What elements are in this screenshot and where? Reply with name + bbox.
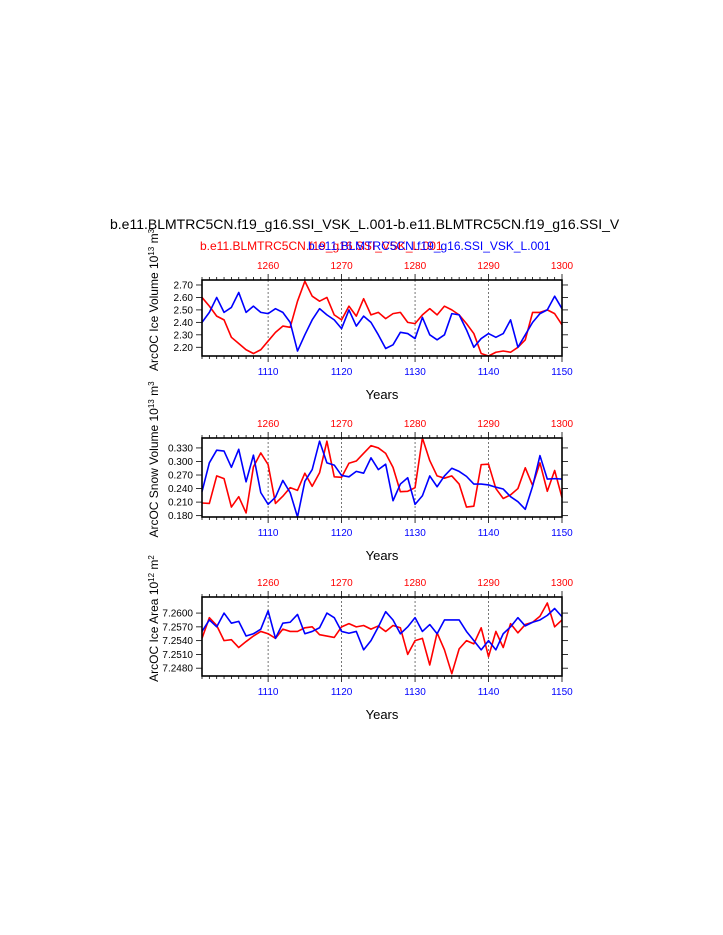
panel1-y-tick-label: 2.40 xyxy=(174,318,194,329)
panel3-y-tick-label: 7.2540 xyxy=(162,636,193,647)
panel2-y-tick-label: 0.240 xyxy=(168,484,193,495)
panel1-y-tick-label: 2.70 xyxy=(174,280,194,291)
panel1-bottom-tick-label: 1110 xyxy=(258,367,279,378)
panel3-bottom-tick-label: 1120 xyxy=(331,687,353,698)
panel1-y-tick-label: 2.60 xyxy=(174,293,194,304)
panel3-y-axis-label: ArcOC Ice Area 1012 m2 xyxy=(147,555,161,682)
panel3-top-tick-label: 1280 xyxy=(404,578,427,589)
panel1-frame xyxy=(201,279,563,357)
panel3-frame xyxy=(201,596,563,677)
panel2-frame xyxy=(201,437,563,518)
panel2-top-tick-label: 1290 xyxy=(477,419,500,430)
panel3-series-blue-line xyxy=(201,607,563,651)
panel2-y-tick-label: 0.330 xyxy=(168,443,193,454)
panel3-top-tick-label: 1290 xyxy=(477,578,500,589)
panel2-top-tick-label: 1300 xyxy=(551,419,574,430)
panel1-y-tick-label: 2.30 xyxy=(174,330,194,341)
panel1-bottom-tick-label: 1140 xyxy=(478,367,500,378)
panel1-series-red-line xyxy=(201,280,563,357)
panel3-series-red-line xyxy=(201,602,563,675)
panel3-y-tick-label: 7.2510 xyxy=(162,650,193,661)
panel3-top-tick-label: 1270 xyxy=(330,578,353,589)
panel3-y-tick-label: 7.2600 xyxy=(162,609,193,620)
panel3-bottom-tick-label: 1150 xyxy=(551,687,573,698)
panel2-series-blue-line xyxy=(201,440,563,518)
panel2-bottom-tick-label: 1110 xyxy=(258,528,279,539)
panel2-y-tick-label: 0.300 xyxy=(168,457,193,468)
panel2-top-tick-label: 1270 xyxy=(330,419,353,430)
panel1-bottom-tick-label: 1150 xyxy=(551,367,573,378)
chart-subtitle-red: b.e11.BLMTRC5CN.f19_g16.SSI_VSK_L.001 xyxy=(200,239,443,253)
panel2-bottom-tick-label: 1120 xyxy=(331,528,353,539)
panel1-top-tick-label: 1260 xyxy=(257,261,280,272)
panel1-top-tick-label: 1290 xyxy=(477,261,500,272)
panel2-series-red-line xyxy=(201,437,563,514)
panel2-bottom-tick-label: 1150 xyxy=(551,528,573,539)
panel1-top-tick-label: 1270 xyxy=(330,261,353,272)
panel2-bottom-tick-label: 1130 xyxy=(404,528,426,539)
chart-subtitle-blue: b.e11.BLMTRC5CN.f19_g16.SSI_VSK_L.001 xyxy=(308,239,551,253)
panel3-bottom-tick-label: 1110 xyxy=(258,687,279,698)
panel2-y-tick-label: 0.270 xyxy=(168,471,193,482)
panel1-x-axis-label: Years xyxy=(366,387,399,402)
panel2-y-tick-label: 0.180 xyxy=(168,511,193,522)
panel2-bottom-tick-label: 1140 xyxy=(478,528,500,539)
panel1-bottom-tick-label: 1120 xyxy=(331,367,353,378)
panel1-y-axis-label: ArcOC Ice Volume 1013 m3 xyxy=(147,228,161,371)
panel3-top-tick-label: 1300 xyxy=(551,578,574,589)
panel1-series-blue-line xyxy=(201,291,563,352)
panel2-y-tick-label: 0.210 xyxy=(168,498,193,509)
panel1-y-tick-label: 2.20 xyxy=(174,343,194,354)
panel3-top-tick-label: 1260 xyxy=(257,578,280,589)
panel2-y-axis-label: ArcOC Snow Volume 1013 m3 xyxy=(147,381,161,538)
panel3-y-tick-label: 7.2480 xyxy=(162,664,193,675)
panel3-bottom-tick-label: 1140 xyxy=(478,687,500,698)
panel3-y-tick-label: 7.2570 xyxy=(162,622,193,633)
panel3-x-axis-label: Years xyxy=(366,707,399,722)
panel3-bottom-tick-label: 1130 xyxy=(404,687,426,698)
panel1-top-tick-label: 1280 xyxy=(404,261,427,272)
chart-title: b.e11.BLMTRC5CN.f19_g16.SSI_VSK_L.001-b.… xyxy=(110,216,620,232)
panel1-y-tick-label: 2.50 xyxy=(174,305,194,316)
panel2-top-tick-label: 1280 xyxy=(404,419,427,430)
panel2-x-axis-label: Years xyxy=(366,548,399,563)
panel2-top-tick-label: 1260 xyxy=(257,419,280,430)
panel1-bottom-tick-label: 1130 xyxy=(404,367,426,378)
panel1-top-tick-label: 1300 xyxy=(551,261,574,272)
